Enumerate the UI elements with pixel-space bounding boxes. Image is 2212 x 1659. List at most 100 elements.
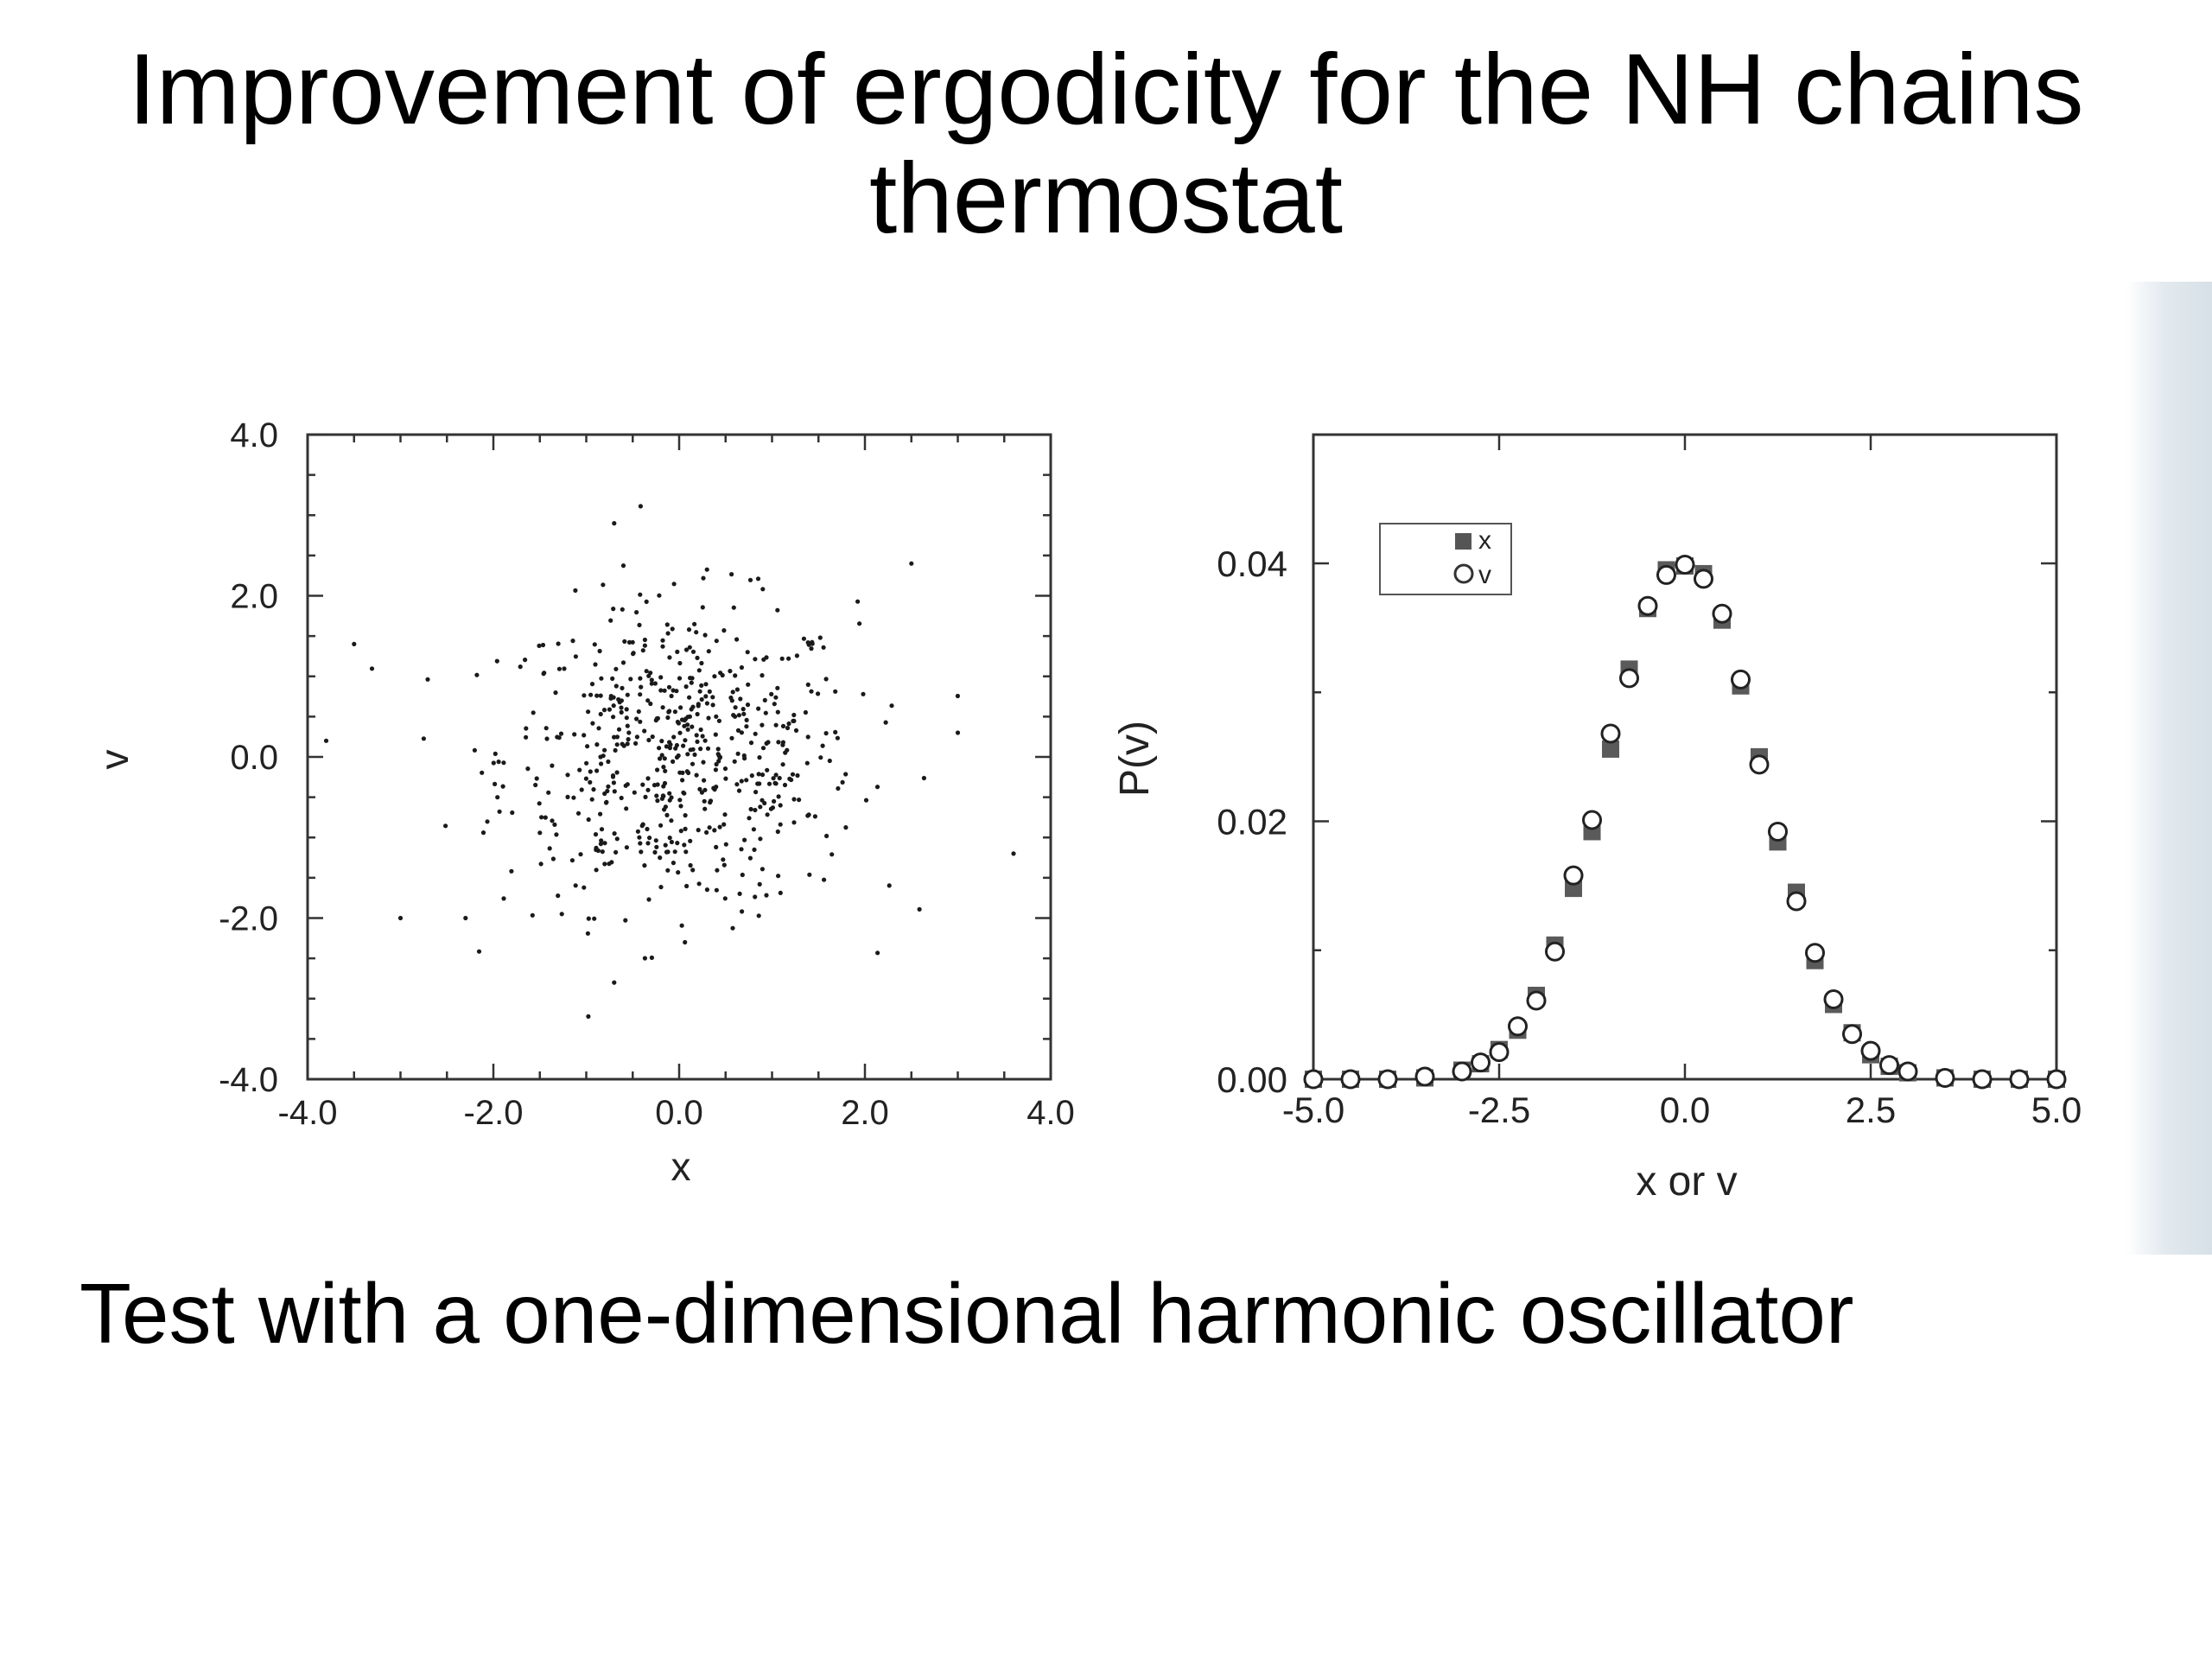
series-v-point (2046, 1069, 2067, 1090)
scatter-point (697, 689, 702, 694)
scatter-point (579, 787, 584, 792)
scatter-point (773, 695, 779, 700)
scatter-point (539, 815, 544, 820)
scatter-point (688, 862, 693, 868)
scatter-point (594, 768, 600, 773)
scatter-point (679, 717, 685, 722)
scatter-point (623, 918, 628, 923)
scatter-point (685, 715, 690, 720)
scatter-point (645, 787, 651, 792)
distribution-y-tick-label: 0.00 (1217, 1059, 1287, 1100)
scatter-point (820, 743, 825, 748)
phase-space-x-tick-label: -2.0 (464, 1094, 524, 1132)
legend-box (1379, 523, 1512, 595)
scatter-point (552, 822, 557, 828)
scatter-point (887, 883, 892, 888)
scatter-point (472, 747, 478, 753)
scatter-point (577, 767, 582, 772)
scatter-point (614, 770, 620, 775)
scatter-point (662, 780, 668, 786)
legend-circle-marker (1453, 563, 1474, 584)
scatter-point (613, 747, 618, 753)
scatter-point (687, 645, 692, 650)
scatter-point (700, 734, 705, 739)
scatter-point (425, 677, 430, 682)
scatter-point (734, 637, 740, 642)
scatter-point (678, 705, 683, 710)
scatter-point (797, 798, 802, 803)
phase-space-plot: -4.0 -2.0 0.0 2.0 4.0 -4.0 -2.0 0.0 2.0 … (92, 416, 1075, 1189)
scatter-point (667, 740, 672, 745)
scatter-point (777, 775, 782, 781)
scatter-point (645, 841, 651, 846)
distribution-y-tick-labels: 0.00 0.02 0.04 (1217, 543, 1287, 1100)
scatter-point (712, 828, 717, 833)
distribution-x-tick-label: 0.0 (1660, 1090, 1710, 1130)
scatter-point (397, 915, 404, 921)
scatter-point (757, 755, 762, 760)
scatter-point (765, 767, 770, 772)
scatter-point (790, 772, 796, 777)
scatter-point (669, 693, 674, 699)
scatter-point (737, 891, 742, 896)
scatter-point (594, 742, 600, 747)
scatter-point (598, 811, 603, 817)
scatter-point (628, 677, 633, 682)
scatter-point (690, 649, 696, 654)
series-x-point (1602, 740, 1619, 758)
scatter-point (614, 734, 620, 740)
scatter-point (654, 844, 659, 849)
scatter-point (606, 759, 611, 765)
scatter-point (684, 883, 690, 889)
scatter-point (613, 666, 619, 671)
scatter-point (695, 711, 700, 717)
scatter-point (674, 689, 679, 694)
scatter-point (753, 807, 758, 813)
phase-space-y-tick-label: 2.0 (230, 578, 278, 616)
scatter-point (735, 728, 741, 734)
scanned-figure-panel: -4.0 -2.0 0.0 2.0 4.0 -4.0 -2.0 0.0 2.0 … (0, 282, 2212, 1255)
scatter-point (523, 658, 528, 663)
scatter-point (760, 746, 766, 751)
scatter-point (763, 710, 768, 715)
phase-space-x-tick-labels: -4.0 -2.0 0.0 2.0 4.0 (278, 1094, 1075, 1132)
scatter-point (582, 733, 587, 738)
scatter-point (543, 815, 548, 820)
scatter-point (638, 592, 643, 597)
scatter-point (676, 721, 682, 726)
scatter-point (744, 724, 749, 729)
scatter-point (599, 838, 604, 843)
scatter-point (699, 683, 704, 688)
scatter-point (612, 521, 617, 526)
scatter-point (690, 724, 695, 729)
scatter-point (769, 691, 774, 696)
scatter-point (753, 894, 758, 899)
scatter-point (616, 696, 621, 702)
scatter-point (653, 838, 658, 843)
scatter-point (753, 731, 758, 736)
scatter-point (704, 701, 710, 706)
series-v-point (1712, 603, 1732, 624)
scatter-point (734, 687, 741, 692)
distribution-y-tick-label: 0.02 (1217, 802, 1287, 842)
scatter-point (703, 694, 709, 699)
scatter-point (690, 704, 696, 709)
scatter-point (497, 809, 502, 814)
scatter-point (496, 760, 501, 765)
scatter-point (664, 622, 670, 627)
scatter-point (801, 636, 807, 641)
scatter-point (753, 790, 759, 795)
scatter-point (683, 684, 689, 690)
scatter-point (649, 677, 654, 683)
scatter-point (731, 605, 736, 610)
scatter-point (805, 682, 810, 687)
scatter-point (605, 788, 610, 794)
scatter-point (824, 833, 830, 839)
scatter-point (571, 795, 576, 800)
scatter-point (713, 732, 718, 737)
scatter-point (639, 849, 644, 855)
scatter-point (764, 741, 769, 747)
scatter-point (779, 656, 785, 661)
scatter-point (593, 832, 599, 837)
scatter-point (733, 705, 738, 710)
